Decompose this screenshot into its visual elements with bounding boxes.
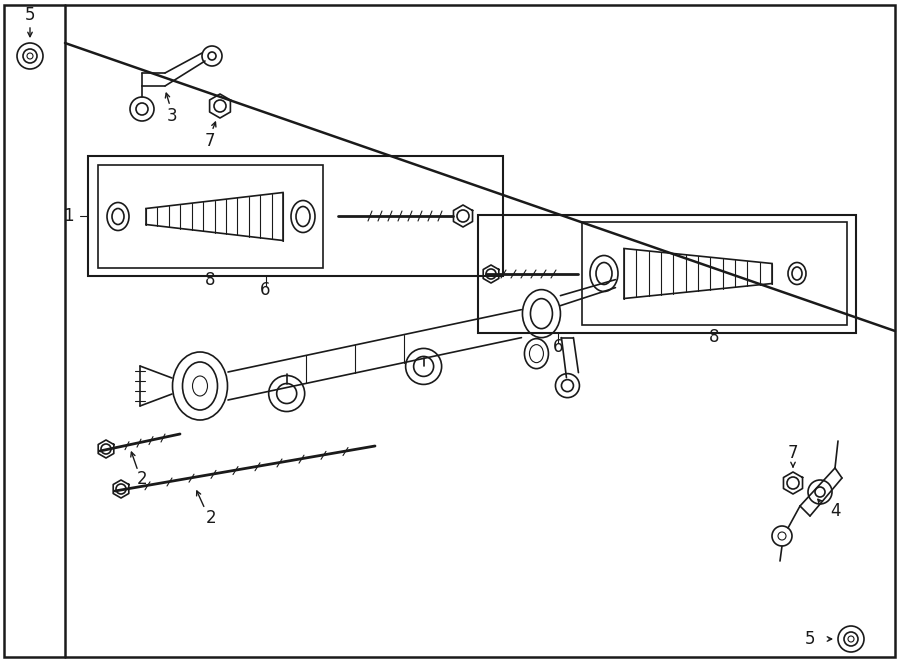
Bar (478, 215, 856, 333)
Text: 8: 8 (709, 328, 720, 346)
Text: 5: 5 (805, 630, 815, 648)
Bar (88, 156, 503, 276)
Text: 6: 6 (260, 281, 271, 299)
Text: 5: 5 (25, 6, 35, 24)
Text: 8: 8 (205, 271, 216, 289)
Text: 3: 3 (166, 107, 177, 125)
Text: 1: 1 (63, 207, 74, 225)
Text: 2: 2 (206, 509, 216, 527)
Text: 6: 6 (553, 338, 563, 356)
Text: 7: 7 (788, 444, 798, 462)
Bar (582, 222, 847, 325)
Text: 2: 2 (137, 470, 148, 488)
Text: 4: 4 (830, 502, 841, 520)
Bar (98, 165, 323, 268)
Text: 7: 7 (205, 132, 215, 150)
